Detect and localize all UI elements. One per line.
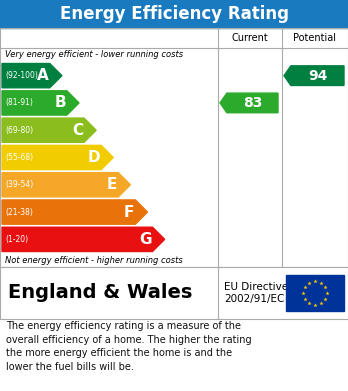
Bar bbox=[0, 0, 348, 28]
Text: 94: 94 bbox=[308, 69, 327, 83]
Polygon shape bbox=[284, 66, 344, 86]
Polygon shape bbox=[2, 145, 113, 170]
Polygon shape bbox=[2, 91, 79, 115]
Polygon shape bbox=[2, 63, 62, 88]
Text: E: E bbox=[107, 177, 117, 192]
Text: Current: Current bbox=[232, 33, 268, 43]
Bar bbox=[0, 28, 348, 267]
Polygon shape bbox=[2, 118, 96, 142]
Text: F: F bbox=[124, 204, 134, 220]
Bar bbox=[0, 267, 348, 319]
Text: (69-80): (69-80) bbox=[5, 126, 33, 135]
Text: (39-54): (39-54) bbox=[5, 180, 33, 189]
Bar bbox=[286, 275, 344, 311]
Text: England & Wales: England & Wales bbox=[8, 283, 192, 303]
Polygon shape bbox=[220, 93, 278, 113]
Text: (21-38): (21-38) bbox=[5, 208, 33, 217]
Polygon shape bbox=[2, 200, 148, 224]
Text: G: G bbox=[139, 232, 151, 247]
Text: A: A bbox=[37, 68, 49, 83]
Text: D: D bbox=[87, 150, 100, 165]
Text: Not energy efficient - higher running costs: Not energy efficient - higher running co… bbox=[5, 256, 183, 265]
Text: B: B bbox=[54, 95, 66, 110]
Text: (81-91): (81-91) bbox=[5, 99, 33, 108]
Text: (92-100): (92-100) bbox=[5, 71, 38, 80]
Text: EU Directive
2002/91/EC: EU Directive 2002/91/EC bbox=[224, 282, 288, 304]
Text: (1-20): (1-20) bbox=[5, 235, 28, 244]
Polygon shape bbox=[2, 227, 165, 251]
Text: Potential: Potential bbox=[293, 33, 337, 43]
Polygon shape bbox=[2, 173, 130, 197]
Text: Very energy efficient - lower running costs: Very energy efficient - lower running co… bbox=[5, 50, 183, 59]
Text: Energy Efficiency Rating: Energy Efficiency Rating bbox=[60, 5, 288, 23]
Text: C: C bbox=[72, 123, 83, 138]
Text: 83: 83 bbox=[243, 96, 262, 110]
Text: (55-68): (55-68) bbox=[5, 153, 33, 162]
Text: The energy efficiency rating is a measure of the
overall efficiency of a home. T: The energy efficiency rating is a measur… bbox=[6, 321, 252, 372]
